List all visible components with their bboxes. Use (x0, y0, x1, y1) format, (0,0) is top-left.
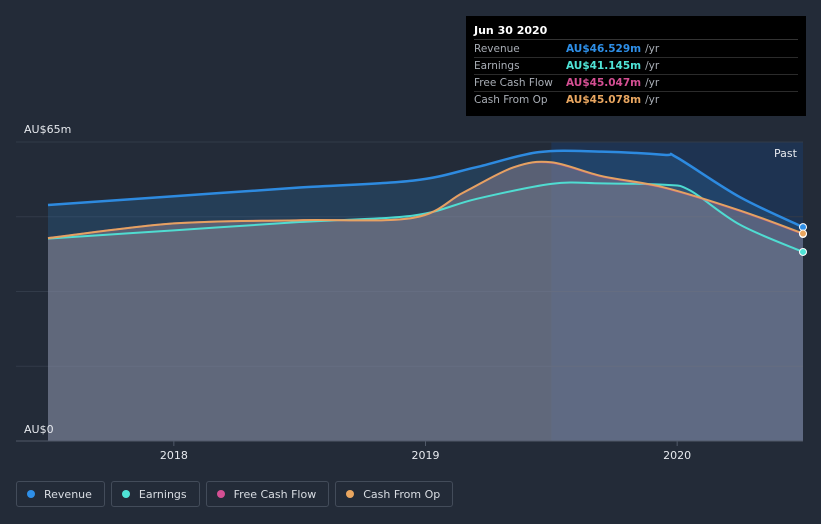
series-end-markers (799, 223, 807, 256)
tooltip-row-label: Free Cash Flow (474, 77, 553, 89)
cash-from-op-area (48, 161, 803, 441)
x-axis-ticks: 2018 2019 2020 (160, 441, 691, 462)
revenue-area (48, 150, 803, 441)
cash-from-op-line (47, 160, 804, 240)
free-cash-flow-area (48, 162, 803, 441)
cash-from-op-end-marker (799, 229, 807, 238)
tooltip-row-value: AU$46.529m (566, 43, 642, 55)
tooltip-row: Cash From Op AU$45.078m/yr (474, 92, 798, 108)
past-label: Past (774, 147, 797, 160)
tooltip-row: Free Cash Flow AU$45.047m/yr (474, 75, 798, 92)
tooltip-row: Revenue AU$46.529m/yr (474, 41, 798, 58)
tooltip-row-unit: /yr (645, 94, 660, 106)
legend: Revenue Earnings Free Cash Flow Cash From O… (16, 481, 454, 507)
y-axis-top-label: AU$65m (24, 123, 72, 136)
legend-item-earnings[interactable]: Earnings (110, 481, 200, 507)
legend-dot-icon (216, 490, 225, 498)
series-areas (48, 150, 803, 441)
legend-dot-icon (27, 490, 35, 498)
x-tick-label: 2020 (663, 449, 691, 462)
tooltip-row-label: Revenue (474, 43, 520, 55)
x-tick-label: 2018 (160, 449, 188, 462)
legend-label: Revenue (44, 487, 92, 501)
tooltip-row-value: AU$45.078m (566, 94, 642, 106)
tooltip: Jun 30 2020 Revenue AU$46.529m/yr Earnings… (466, 16, 806, 116)
legend-label: Earnings (138, 487, 187, 501)
x-tick-label: 2019 (412, 449, 440, 462)
earnings-line (47, 181, 804, 253)
legend-label: Cash From Op (363, 487, 441, 501)
tooltip-row: Earnings AU$41.145m/yr (474, 58, 798, 75)
tooltip-row-unit: /yr (645, 77, 660, 89)
legend-item-free-cash-flow[interactable]: Free Cash Flow (205, 481, 330, 507)
tooltip-row-unit: /yr (645, 60, 660, 72)
area-chart: 2018 2019 2020 (16, 141, 807, 462)
tooltip-row-label: Cash From Op (474, 94, 548, 106)
y-axis-bottom-label: AU$0 (24, 423, 54, 436)
legend-item-revenue[interactable]: Revenue (16, 481, 105, 507)
earnings-area (48, 182, 803, 441)
legend-dot-icon (346, 490, 355, 498)
revenue-line (47, 149, 804, 229)
tooltip-row-value: AU$41.145m (566, 60, 642, 72)
legend-label: Free Cash Flow (233, 487, 317, 501)
series-lines (47, 149, 804, 253)
legend-dot-icon (121, 490, 130, 498)
earnings-end-marker (799, 247, 807, 256)
legend-item-cash-from-op[interactable]: Cash From Op (335, 481, 454, 507)
tooltip-rows: Revenue AU$46.529m/yr Earnings AU$41.145m/y… (474, 41, 798, 108)
tooltip-row-label: Earnings (474, 60, 520, 72)
tooltip-date: Jun 30 2020 (474, 23, 798, 40)
tooltip-row-value: AU$45.047m (566, 77, 642, 89)
tooltip-row-unit: /yr (645, 43, 660, 55)
